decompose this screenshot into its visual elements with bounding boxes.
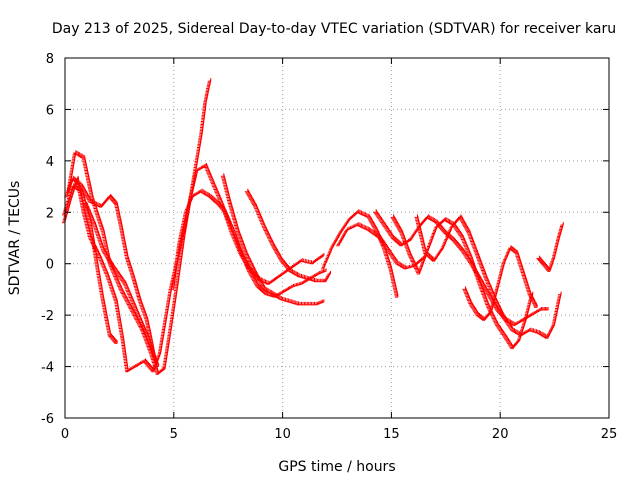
series-track <box>462 245 538 321</box>
x-axis-label: GPS time / hours <box>278 459 395 475</box>
y-tick-label: 0 <box>46 258 54 273</box>
series-line <box>83 201 160 368</box>
axis-ticks: 0 5 10 15 20 25 -6 -4 -2 0 2 4 6 8 <box>41 52 617 442</box>
series-line <box>390 214 534 350</box>
series-line <box>414 214 562 339</box>
series-line <box>244 188 331 283</box>
series-track <box>390 214 534 350</box>
series-line <box>320 209 399 298</box>
series-track <box>536 222 564 272</box>
y-tick-label: 2 <box>46 206 54 221</box>
series-track <box>83 201 160 368</box>
y-axis-label: SDTVAR / TECUs <box>7 181 23 296</box>
series-line <box>62 183 118 344</box>
series-track <box>320 209 399 298</box>
y-tick-label: 8 <box>46 52 54 67</box>
grid-lines <box>65 58 609 418</box>
series-line <box>336 222 425 270</box>
x-tick-label: 15 <box>383 427 400 442</box>
y-tick-label: 4 <box>46 155 54 170</box>
series-line <box>170 188 327 298</box>
x-tick-label: 20 <box>492 427 509 442</box>
x-tick-label: 10 <box>274 427 291 442</box>
series-line <box>462 245 538 321</box>
series-track <box>244 188 331 283</box>
x-tick-label: 25 <box>601 427 618 442</box>
series-line <box>536 222 564 272</box>
series-track <box>414 214 562 339</box>
series-line <box>220 173 325 306</box>
series-track <box>220 173 325 306</box>
series-line <box>64 175 157 365</box>
plot-frame <box>64 57 610 419</box>
y-tick-label: 6 <box>46 103 54 118</box>
series-track <box>170 188 327 298</box>
data-series <box>62 78 564 375</box>
series-track <box>62 183 118 344</box>
y-tick-label: -4 <box>41 361 54 376</box>
series-line <box>62 78 212 373</box>
series-track <box>64 175 157 365</box>
chart-title: Day 213 of 2025, Sidereal Day-to-day VTE… <box>52 21 616 37</box>
y-tick-label: -2 <box>41 309 54 324</box>
x-tick-label: 5 <box>170 427 178 442</box>
y-tick-label: -6 <box>41 412 54 427</box>
series-track <box>62 78 212 373</box>
x-tick-label: 0 <box>61 427 69 442</box>
